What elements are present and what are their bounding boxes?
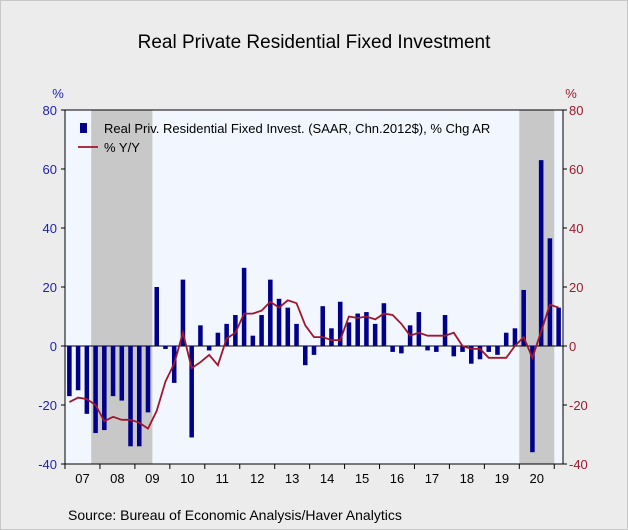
bar-2019Q4 bbox=[512, 328, 518, 346]
bar-2014Q3 bbox=[329, 328, 334, 346]
bar-2010Q2 bbox=[180, 279, 186, 346]
bar-2016Q3 bbox=[399, 346, 404, 354]
left-tick-label-60: 60 bbox=[43, 162, 57, 177]
bar-2020Q4 bbox=[547, 238, 553, 346]
x-tick-label-15: 15 bbox=[355, 471, 369, 486]
yoy-line bbox=[68, 299, 559, 430]
legend-line-label: % Y/Y bbox=[104, 140, 140, 155]
bar-2018Q3 bbox=[468, 346, 474, 364]
bar-2014Q2 bbox=[320, 306, 326, 346]
bar-2019Q3 bbox=[503, 332, 509, 346]
bar-2017Q2 bbox=[425, 346, 430, 351]
recession-band-0 bbox=[91, 110, 153, 464]
bar-2018Q4 bbox=[477, 346, 483, 360]
bar-2013Q3 bbox=[294, 323, 299, 346]
right-tick-label-80: 80 bbox=[569, 103, 583, 118]
bar-2020Q3 bbox=[538, 160, 544, 346]
right-tick-label-40: 40 bbox=[569, 221, 583, 236]
bar-2010Q4 bbox=[198, 325, 203, 346]
x-tick-label-12: 12 bbox=[250, 471, 264, 486]
x-tick-label-09: 09 bbox=[145, 471, 159, 486]
x-tick-label-08: 08 bbox=[110, 471, 124, 486]
bar-2020Q1 bbox=[521, 289, 526, 346]
bar-2012Q3 bbox=[259, 315, 264, 346]
legend-bar-swatch bbox=[80, 123, 87, 133]
bar-2016Q2 bbox=[390, 346, 395, 352]
bar-2007Q3 bbox=[84, 346, 90, 414]
left-axis-unit: % bbox=[52, 86, 64, 101]
bar-2007Q4 bbox=[93, 346, 98, 434]
left-tick-label-0: 0 bbox=[50, 339, 57, 354]
bar-2011Q3 bbox=[224, 323, 229, 346]
bar-2012Q4 bbox=[268, 279, 273, 346]
bar-2019Q2 bbox=[495, 346, 500, 355]
x-tick-label-10: 10 bbox=[180, 471, 194, 486]
x-tick-label-14: 14 bbox=[320, 471, 334, 486]
x-tick-label-07: 07 bbox=[75, 471, 89, 486]
bar-2014Q4 bbox=[337, 301, 343, 346]
bar-2015Q1 bbox=[346, 322, 352, 346]
bar-2011Q4 bbox=[233, 315, 238, 346]
bar-2011Q1 bbox=[206, 346, 212, 351]
x-tick-label-13: 13 bbox=[285, 471, 299, 486]
x-tick-label-20: 20 bbox=[530, 471, 544, 486]
bar-2016Q1 bbox=[381, 303, 387, 346]
x-tick-label-17: 17 bbox=[425, 471, 439, 486]
right-tick-label-0: 0 bbox=[569, 339, 576, 354]
bar-2008Q4 bbox=[128, 346, 133, 447]
bar-2009Q1 bbox=[136, 346, 142, 447]
bar-2013Q2 bbox=[285, 307, 291, 346]
bar-2008Q3 bbox=[119, 346, 125, 401]
right-tick-label--40: -40 bbox=[569, 457, 588, 472]
right-tick-label-60: 60 bbox=[569, 162, 583, 177]
bar-2009Q3 bbox=[154, 287, 160, 346]
bar-2017Q3 bbox=[434, 346, 439, 352]
x-tick-label-18: 18 bbox=[460, 471, 474, 486]
bar-2020Q2 bbox=[530, 346, 535, 453]
bar-2013Q1 bbox=[276, 298, 282, 346]
left-tick-label-20: 20 bbox=[43, 280, 57, 295]
bar-2013Q4 bbox=[302, 346, 308, 366]
bar-2012Q1 bbox=[241, 267, 247, 346]
bar-2007Q2 bbox=[75, 346, 81, 391]
left-tick-label--20: -20 bbox=[38, 398, 57, 413]
bar-2012Q2 bbox=[250, 335, 256, 346]
left-tick-label-40: 40 bbox=[43, 221, 57, 236]
bar-2018Q1 bbox=[451, 346, 457, 357]
bar-2019Q1 bbox=[486, 346, 492, 352]
source-note: Source: Bureau of Economic Analysis/Have… bbox=[68, 507, 402, 523]
bar-2009Q4 bbox=[163, 346, 168, 349]
bar-2015Q4 bbox=[372, 323, 378, 346]
x-tick-label-16: 16 bbox=[390, 471, 404, 486]
x-tick-label-19: 19 bbox=[495, 471, 509, 486]
bar-2015Q3 bbox=[364, 312, 369, 346]
left-tick-label--40: -40 bbox=[38, 457, 57, 472]
right-axis-unit: % bbox=[565, 86, 577, 101]
right-tick-label-20: 20 bbox=[569, 280, 583, 295]
bar-2009Q2 bbox=[145, 346, 151, 413]
bar-2008Q1 bbox=[102, 346, 107, 431]
chart-title: Real Private Residential Fixed Investmen… bbox=[137, 32, 491, 53]
bar-2015Q2 bbox=[355, 313, 360, 346]
bar-2007Q1 bbox=[67, 346, 72, 397]
bar-2018Q2 bbox=[460, 346, 465, 352]
bar-2017Q1 bbox=[416, 312, 422, 346]
bar-2021Q1 bbox=[556, 307, 561, 346]
bar-2014Q1 bbox=[311, 346, 317, 355]
x-tick-label-11: 11 bbox=[216, 471, 230, 486]
bar-2010Q3 bbox=[189, 346, 194, 438]
bar-2008Q2 bbox=[110, 346, 116, 397]
bar-2011Q2 bbox=[215, 332, 221, 346]
right-tick-label--20: -20 bbox=[569, 398, 588, 413]
legend-bar-label: Real Priv. Residential Fixed Invest. (SA… bbox=[104, 121, 490, 136]
bar-2017Q4 bbox=[442, 315, 448, 346]
left-tick-label-80: 80 bbox=[43, 103, 57, 118]
